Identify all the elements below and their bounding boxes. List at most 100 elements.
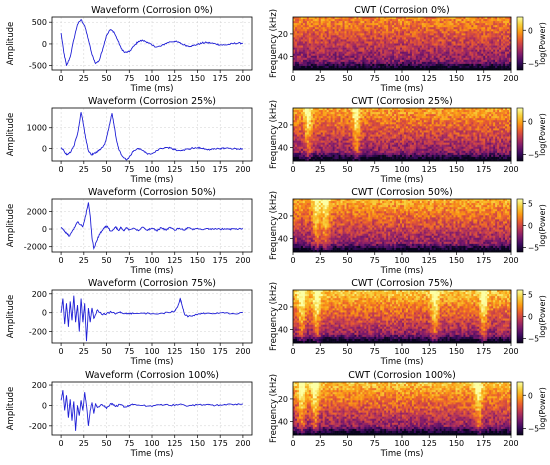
colorbar-tick-label: −5 bbox=[528, 150, 539, 159]
colorbar bbox=[516, 289, 524, 344]
colorbar-label: log(Power) bbox=[538, 204, 547, 247]
y-tick-label: 20 bbox=[278, 395, 288, 404]
x-tick-label: 75 bbox=[370, 74, 380, 83]
x-tick-label: 50 bbox=[342, 74, 352, 83]
x-tick-label: 175 bbox=[213, 165, 228, 174]
x-tick-label: 25 bbox=[315, 439, 325, 448]
x-tick-label: 125 bbox=[167, 256, 182, 265]
y-axis-label: Frequency (kHz) bbox=[269, 282, 279, 351]
waveform-panel bbox=[51, 381, 253, 436]
x-tick-label: 150 bbox=[449, 347, 464, 356]
x-tick-label: 200 bbox=[503, 439, 518, 448]
colorbar bbox=[516, 16, 524, 71]
y-axis-label: Frequency (kHz) bbox=[269, 374, 279, 443]
colorbar-tick-label: 5 bbox=[528, 290, 533, 299]
x-tick-label: 175 bbox=[476, 347, 491, 356]
y-tick-label: 200 bbox=[32, 381, 47, 390]
y-tick-label: 40 bbox=[278, 143, 288, 152]
x-tick-label: 75 bbox=[370, 165, 380, 174]
colorbar-tick-label: 5 bbox=[528, 199, 533, 208]
x-tick-label: 0 bbox=[59, 256, 64, 265]
colorbar-tick-label: 0 bbox=[528, 222, 533, 231]
colorbar-tick-label: 0 bbox=[528, 117, 533, 126]
x-tick-label: 200 bbox=[235, 74, 250, 83]
x-tick-label: 150 bbox=[190, 165, 205, 174]
x-tick-label: 150 bbox=[190, 256, 205, 265]
y-tick-label: 0 bbox=[42, 40, 47, 49]
colorbar-tick-label: −5 bbox=[528, 335, 539, 344]
y-tick-label: 40 bbox=[278, 417, 288, 426]
waveform-line bbox=[60, 202, 244, 251]
x-tick-label: 125 bbox=[422, 256, 437, 265]
x-tick-label: 150 bbox=[449, 165, 464, 174]
x-tick-label: 175 bbox=[213, 256, 228, 265]
panel-title: Waveform (Corrosion 75%) bbox=[88, 278, 216, 289]
y-axis-label: Amplitude bbox=[6, 387, 16, 431]
colorbar-tick-label: −5 bbox=[528, 424, 539, 433]
colorbar-tick-label: 0 bbox=[528, 313, 533, 322]
x-tick-label: 125 bbox=[167, 165, 182, 174]
x-tick-label: 25 bbox=[315, 256, 325, 265]
x-tick-label: 125 bbox=[167, 347, 182, 356]
y-axis-label: Amplitude bbox=[6, 113, 16, 157]
x-tick-label: 50 bbox=[101, 439, 111, 448]
y-axis-label: Frequency (kHz) bbox=[269, 100, 279, 169]
x-tick-label: 175 bbox=[476, 74, 491, 83]
colorbar-tick-label: −5 bbox=[528, 244, 539, 253]
y-tick-label: 0 bbox=[42, 309, 47, 318]
y-tick-label: 0 bbox=[42, 145, 47, 154]
x-tick-label: 150 bbox=[190, 439, 205, 448]
cwt-heatmap bbox=[293, 108, 512, 162]
x-tick-label: 150 bbox=[449, 74, 464, 83]
y-tick-label: -500 bbox=[29, 62, 47, 71]
x-tick-label: 100 bbox=[394, 74, 409, 83]
x-tick-label: 200 bbox=[235, 165, 250, 174]
panel-title: Waveform (Corrosion 25%) bbox=[88, 96, 216, 107]
x-tick-label: 75 bbox=[124, 74, 134, 83]
y-tick-label: 20 bbox=[278, 30, 288, 39]
x-tick-label: 150 bbox=[190, 347, 205, 356]
y-axis-label: Amplitude bbox=[6, 22, 16, 66]
cwt-heatmap bbox=[293, 382, 512, 436]
panel-title: CWT (Corrosion 100%) bbox=[348, 370, 456, 381]
panel-title: Waveform (Corrosion 0%) bbox=[91, 5, 213, 16]
x-tick-label: 125 bbox=[422, 439, 437, 448]
x-tick-label: 100 bbox=[394, 439, 409, 448]
x-tick-label: 25 bbox=[79, 165, 89, 174]
x-tick-label: 25 bbox=[79, 256, 89, 265]
panel-title: CWT (Corrosion 50%) bbox=[351, 187, 453, 198]
x-tick-label: 75 bbox=[124, 347, 134, 356]
x-tick-label: 200 bbox=[503, 347, 518, 356]
x-axis-label: Time (ms) bbox=[130, 357, 174, 367]
waveform-line bbox=[60, 295, 243, 342]
colorbar-label: log(Power) bbox=[538, 387, 547, 430]
x-tick-label: 200 bbox=[503, 256, 518, 265]
x-axis-label: Time (ms) bbox=[380, 84, 424, 94]
x-tick-label: 175 bbox=[213, 347, 228, 356]
x-tick-label: 0 bbox=[59, 74, 64, 83]
waveform-line bbox=[60, 18, 243, 66]
x-tick-label: 0 bbox=[59, 165, 64, 174]
y-tick-label: 1000 bbox=[27, 124, 47, 133]
x-tick-label: 175 bbox=[476, 256, 491, 265]
x-tick-label: 75 bbox=[124, 439, 134, 448]
x-tick-label: 200 bbox=[235, 256, 250, 265]
x-tick-label: 125 bbox=[422, 347, 437, 356]
x-tick-label: 175 bbox=[476, 165, 491, 174]
y-tick-label: 20 bbox=[278, 121, 288, 130]
x-tick-label: 100 bbox=[144, 439, 159, 448]
x-tick-label: 50 bbox=[101, 256, 111, 265]
x-axis-label: Time (ms) bbox=[130, 449, 174, 459]
colorbar bbox=[516, 381, 524, 436]
x-tick-label: 200 bbox=[503, 74, 518, 83]
y-tick-label: 40 bbox=[278, 52, 288, 61]
x-tick-label: 50 bbox=[342, 347, 352, 356]
y-axis-label: Frequency (kHz) bbox=[269, 191, 279, 260]
y-tick-label: 20 bbox=[278, 303, 288, 312]
x-tick-label: 200 bbox=[503, 165, 518, 174]
x-tick-label: 100 bbox=[394, 256, 409, 265]
waveform-panel bbox=[51, 198, 253, 253]
y-axis-label: Amplitude bbox=[6, 204, 16, 248]
x-tick-label: 200 bbox=[235, 439, 250, 448]
